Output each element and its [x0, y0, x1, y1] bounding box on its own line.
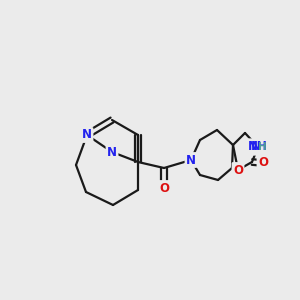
Text: O: O — [258, 157, 268, 169]
Text: N: N — [186, 154, 196, 166]
Text: N: N — [250, 140, 260, 154]
Text: O: O — [159, 182, 169, 194]
Text: O: O — [233, 164, 243, 176]
Text: H: H — [258, 142, 266, 152]
Text: NH: NH — [248, 140, 268, 154]
Text: N: N — [82, 128, 92, 142]
Text: N: N — [107, 146, 117, 158]
